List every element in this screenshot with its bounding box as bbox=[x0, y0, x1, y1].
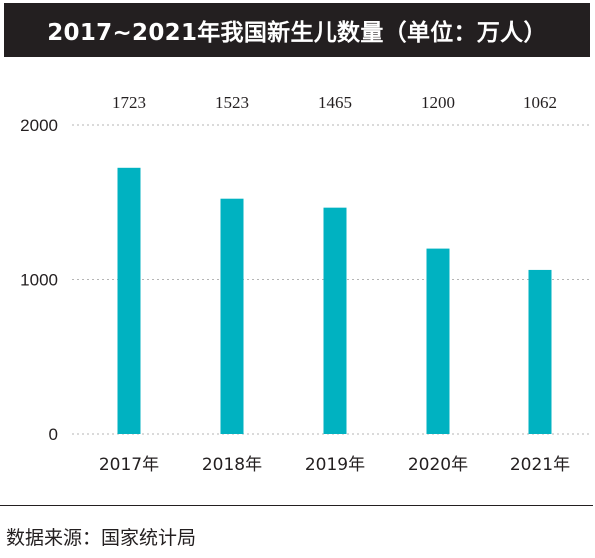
x-tick-label: 2018年 bbox=[202, 455, 262, 475]
bar bbox=[117, 167, 141, 434]
x-tick-label: 2021年 bbox=[510, 455, 570, 475]
y-tick-label: 0 bbox=[49, 425, 58, 444]
gridlines bbox=[72, 124, 590, 435]
y-tick-label: 1000 bbox=[20, 271, 58, 290]
chart-title: 2017~2021年我国新生儿数量（单位：万人） bbox=[4, 3, 590, 57]
y-axis-ticks: 0 1000 2000 bbox=[20, 116, 58, 444]
bar bbox=[528, 269, 552, 434]
data-label: 1723 bbox=[112, 93, 146, 112]
bar bbox=[426, 248, 450, 434]
bar bbox=[323, 207, 347, 434]
bar bbox=[220, 198, 244, 434]
x-tick-label: 2017年 bbox=[99, 455, 159, 475]
source-note: 数据来源：国家统计局 bbox=[6, 527, 197, 549]
data-label: 1200 bbox=[421, 93, 455, 112]
data-label: 1465 bbox=[318, 93, 352, 112]
data-label: 1062 bbox=[523, 93, 557, 112]
y-tick-label: 2000 bbox=[20, 116, 58, 135]
bar-chart: 0 1000 2000 2017年 2018年 2019年 2020年 2021年 1723… bbox=[20, 93, 590, 475]
bars bbox=[117, 167, 552, 434]
x-tick-label: 2019年 bbox=[305, 455, 365, 475]
source-divider bbox=[0, 505, 593, 506]
x-tick-label: 2020年 bbox=[408, 455, 468, 475]
data-labels: 1723 1523 1465 1200 1062 bbox=[112, 93, 557, 112]
x-axis-labels: 2017年 2018年 2019年 2020年 2021年 bbox=[99, 455, 570, 475]
data-label: 1523 bbox=[215, 93, 249, 112]
